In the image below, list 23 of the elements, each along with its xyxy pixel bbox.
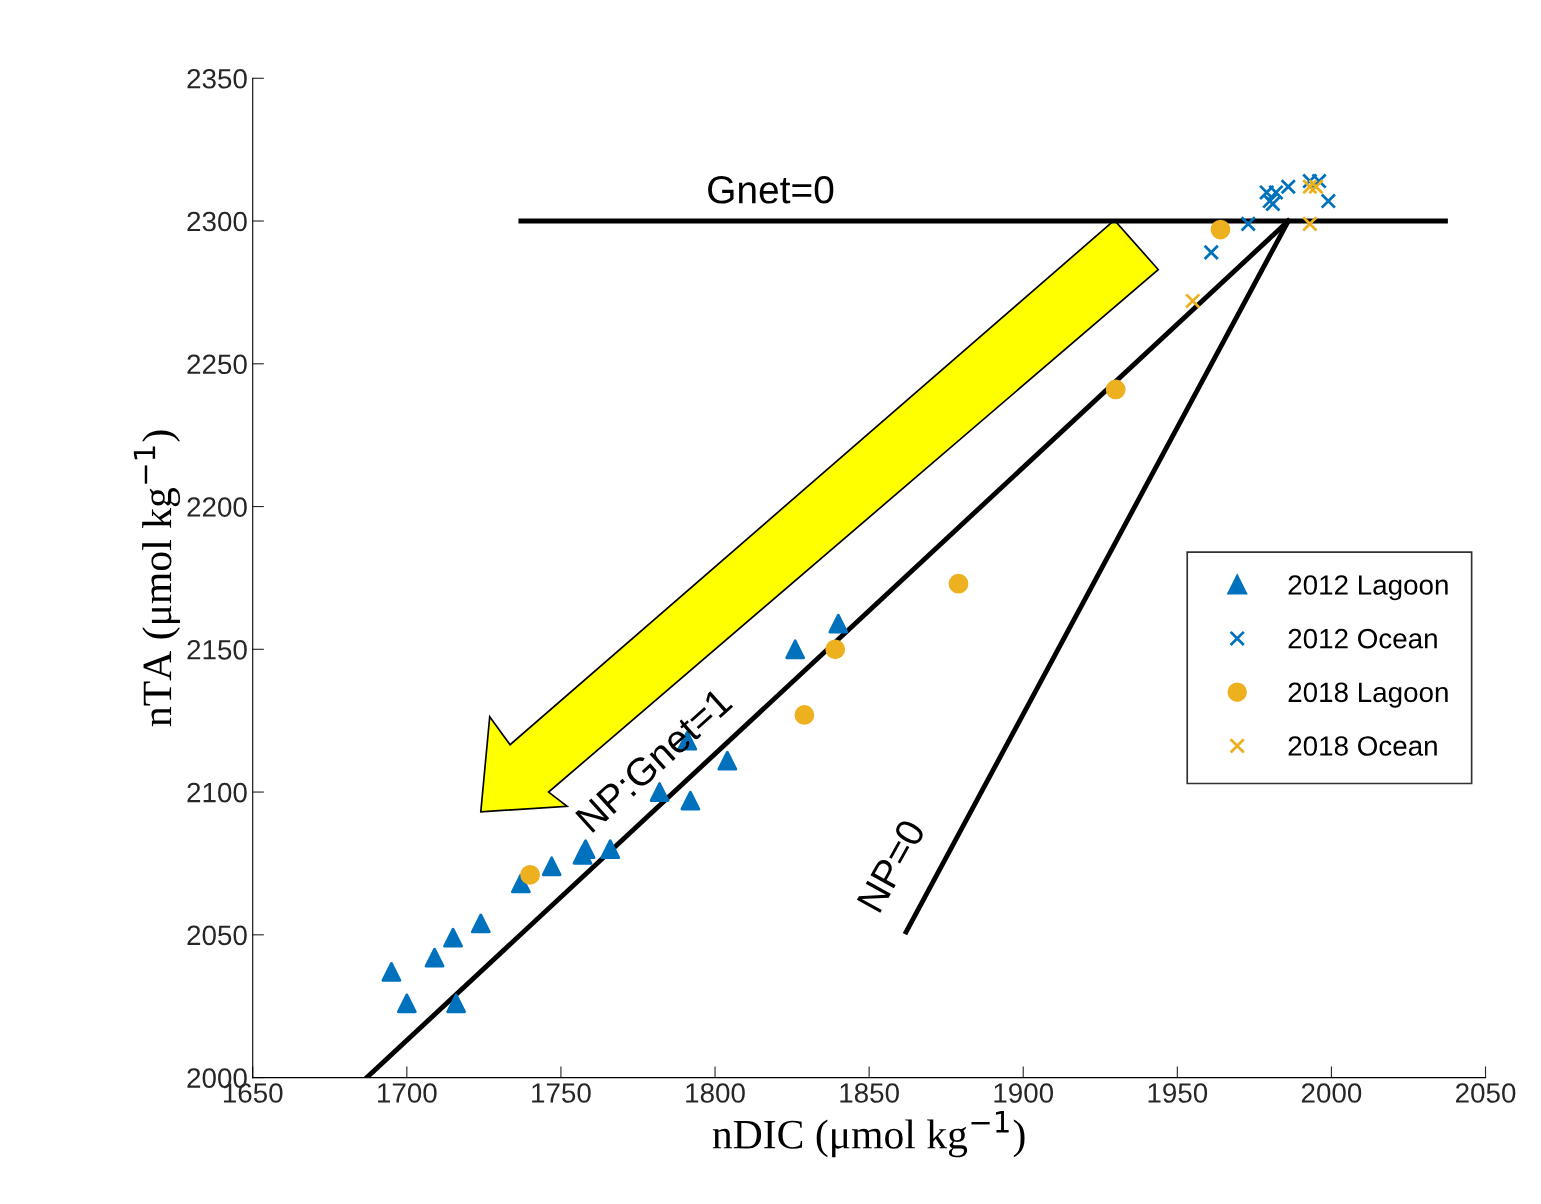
x-tick-label: 1850	[840, 1083, 899, 1103]
legend-label: 2012 Lagoon	[1288, 575, 1448, 601]
x-tick-label: 2000	[1301, 1083, 1362, 1103]
legend-label: 2018 Ocean	[1288, 736, 1437, 756]
y-tick-label: 2250	[187, 354, 247, 375]
y-tick-label: 2350	[187, 68, 247, 89]
x-axis-title: nDIC (μmol kg$^{−1}$)	[712, 1111, 1025, 1158]
y-tick-label: 2100	[187, 782, 247, 803]
y-tick-label: 2300	[187, 211, 247, 232]
y-tick-label: 2150	[187, 639, 247, 660]
x-tick-label: 1950	[1148, 1083, 1208, 1103]
x-tick-label: 2050	[1456, 1083, 1516, 1103]
legend-label: 2018 Lagoon	[1288, 682, 1448, 708]
y-tick-label: 2200	[187, 497, 247, 517]
legend-label: 2012 Ocean	[1288, 628, 1437, 649]
y-tick-label: 2050	[187, 925, 247, 946]
x-tick-label: 1700	[378, 1083, 437, 1103]
y-axis-title: nTA (μmol kg$^{−1}$)	[133, 430, 181, 727]
x-tick-label: 1750	[532, 1083, 591, 1103]
x-tick-label: 1900	[994, 1083, 1054, 1103]
annotation: Gnet=0	[708, 176, 834, 204]
annotation: NP=0	[856, 817, 927, 914]
x-tick-label: 1800	[686, 1083, 745, 1103]
